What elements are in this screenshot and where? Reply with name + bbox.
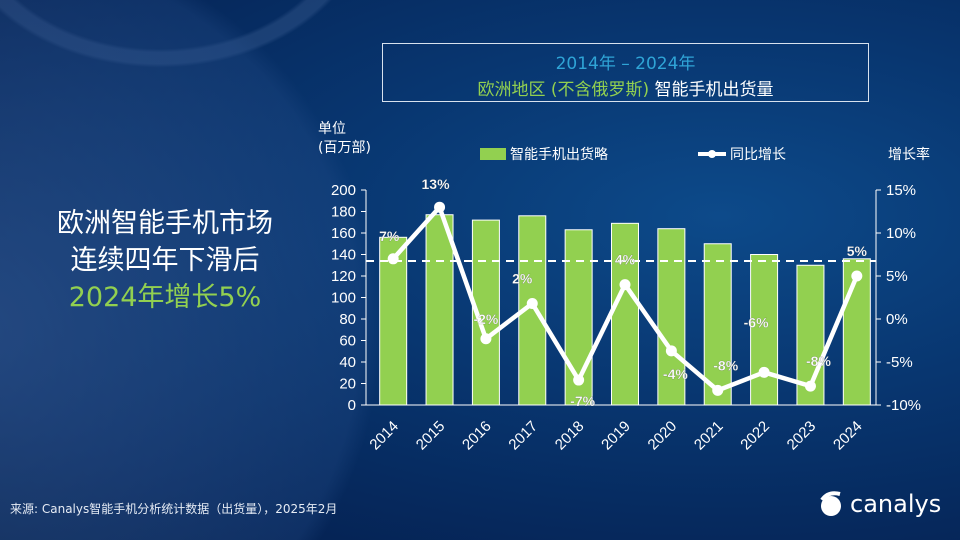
chart-title: 欧洲地区 (不含俄罗斯) 智能手机出货量 — [383, 75, 868, 100]
right-tick-label: -10% — [886, 397, 921, 414]
right-tick-label: -5% — [886, 354, 913, 371]
growth-point-2023 — [804, 380, 816, 392]
x-tick-label: 2016 — [459, 418, 495, 454]
growth-point-2014 — [387, 253, 399, 265]
x-tick-label: 2015 — [413, 418, 449, 454]
legend-line: 同比增长 — [698, 144, 786, 164]
growth-point-2017 — [526, 298, 538, 310]
growth-label-2019: 4% — [615, 252, 636, 268]
x-tick-label: 2023 — [784, 418, 820, 454]
x-tick-label: 2018 — [552, 418, 588, 454]
x-tick-label: 2014 — [366, 418, 402, 454]
growth-point-2018 — [573, 374, 585, 386]
growth-point-2022 — [758, 366, 770, 378]
left-tick-label: 100 — [331, 290, 356, 307]
left-axis-label: 单位 (百万部) — [318, 120, 371, 158]
legend-bar-label: 智能手机出货略 — [510, 147, 608, 163]
left-tick-label: 0 — [348, 397, 356, 414]
chart-title-years: 2014年 – 2024年 — [555, 54, 696, 74]
headline-line2: 连续四年下滑后 — [70, 245, 260, 276]
x-tick-label: 2024 — [830, 418, 866, 454]
left-tick-label: 120 — [331, 268, 356, 285]
x-tick-label: 2021 — [691, 418, 727, 454]
left-tick-label: 160 — [331, 225, 356, 242]
chart-title-box: 2014年 – 2024年 欧洲地区 (不含俄罗斯) 智能手机出货量 — [382, 43, 869, 102]
growth-point-2019 — [619, 279, 631, 291]
left-tick-label: 80 — [339, 311, 356, 328]
canalys-logo-text: canalys — [850, 490, 942, 518]
growth-label-2024: 5% — [847, 243, 868, 259]
right-tick-label: 5% — [886, 268, 908, 285]
chart-title-region: 欧洲地区 (不含俄罗斯) — [477, 80, 650, 100]
growth-label-2015: 13% — [422, 176, 451, 192]
left-tick-label: 180 — [331, 204, 356, 221]
bar-2019 — [611, 222, 639, 406]
left-axis-label-line1: 单位 — [318, 121, 346, 137]
right-tick-label: 10% — [886, 225, 916, 242]
bar-2015 — [425, 214, 454, 406]
left-tick-label: 20 — [339, 376, 356, 393]
bar-2014 — [379, 236, 408, 406]
headline-line3: 2024年增长5% — [68, 282, 262, 313]
growth-point-2020 — [665, 345, 677, 357]
canalys-logo: canalys — [818, 490, 941, 518]
growth-label-2022: -6% — [744, 314, 769, 330]
growth-point-2021 — [712, 384, 724, 396]
source-note: 来源: Canalys智能手机分析统计数据（出货量），2025年2月 — [10, 502, 338, 516]
x-tick-label: 2022 — [737, 418, 773, 454]
headline-line1: 欧洲智能手机市场 — [57, 208, 273, 239]
growth-point-2015 — [434, 201, 446, 213]
bar-2021 — [703, 243, 732, 406]
left-axis-label-line2: (百万部) — [318, 140, 371, 156]
left-tick-label: 140 — [331, 247, 356, 264]
chart-title-metric: 智能手机出货量 — [649, 80, 774, 100]
canalys-logo-icon — [820, 491, 841, 516]
growth-label-2023: -8% — [806, 353, 831, 369]
right-axis-label: 增长率 — [888, 147, 930, 163]
left-tick-label: 60 — [339, 333, 356, 350]
x-tick-label: 2020 — [645, 418, 681, 454]
legend-line-swatch — [698, 150, 726, 158]
growth-label-2017: 2% — [512, 271, 533, 287]
bar-2020 — [657, 228, 686, 406]
x-tick-label: 2017 — [505, 418, 541, 454]
legend-bar-swatch — [480, 148, 506, 160]
growth-point-2024 — [851, 270, 863, 282]
left-tick-label: 40 — [339, 354, 356, 371]
growth-point-2016 — [480, 333, 492, 345]
growth-label-2014: 7% — [379, 228, 400, 244]
bar-2024 — [842, 258, 871, 406]
left-tick-label: 200 — [331, 182, 356, 199]
headline: 欧洲智能手机市场 连续四年下滑后 2024年增长5% — [20, 205, 310, 316]
legend-bar: 智能手机出货略 — [480, 144, 608, 164]
growth-label-2020: -4% — [663, 366, 688, 382]
legend-line-label: 同比增长 — [730, 147, 786, 163]
right-tick-label: 0% — [886, 311, 908, 328]
growth-label-2021: -8% — [713, 357, 738, 373]
bar-2022 — [750, 254, 779, 406]
growth-label-2018: -7% — [570, 393, 595, 409]
right-tick-label: 15% — [886, 182, 916, 199]
growth-label-2016: -2% — [473, 311, 498, 327]
x-tick-label: 2019 — [598, 418, 634, 454]
